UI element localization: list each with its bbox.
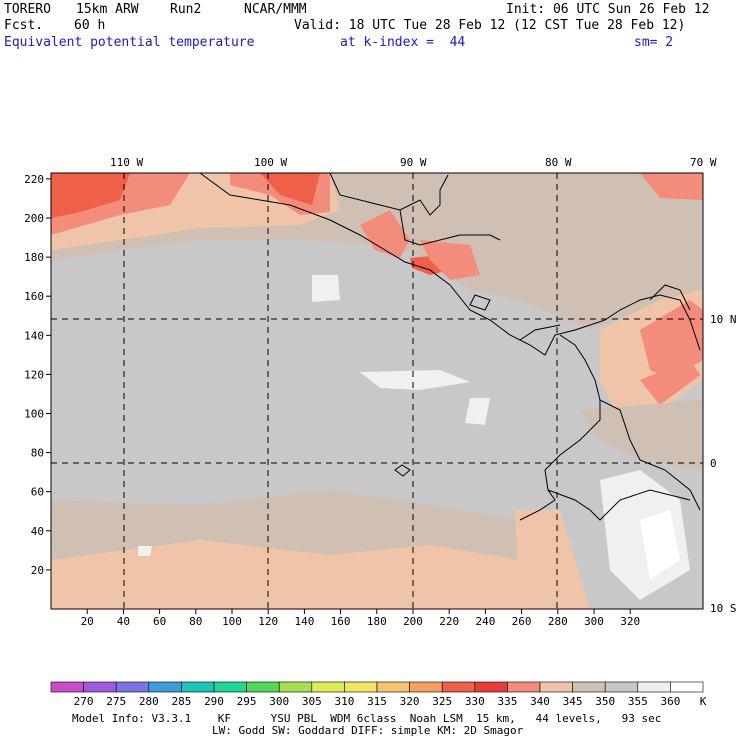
organization: NCAR/MMM — [244, 2, 307, 17]
color-legend-label: 315 — [367, 695, 387, 708]
x-tick-label: 260 — [512, 615, 532, 628]
color-legend-label: 360 — [660, 695, 680, 708]
color-legend-label: 355 — [628, 695, 648, 708]
color-swatch — [213, 681, 247, 693]
color-swatch — [148, 681, 182, 693]
color-swatch — [604, 681, 639, 693]
lon-label-70w: 70 W — [690, 156, 717, 169]
field-name: Equivalent potential temperature — [4, 35, 255, 50]
color-swatch — [83, 681, 117, 693]
init-time: Init: 06 UTC Sun 26 Feb 12 — [506, 2, 710, 17]
color-legend-label: 340 — [530, 695, 550, 708]
lon-label-90w: 90 W — [400, 156, 427, 169]
y-tick-label: 200 — [24, 212, 44, 225]
color-legend-label: 290 — [204, 695, 224, 708]
color-legend-label: 335 — [497, 695, 517, 708]
run-label: Run2 — [170, 2, 202, 17]
lon-label-100w: 100 W — [254, 156, 287, 169]
lat-label-10n: 10 N — [710, 313, 737, 326]
x-tick-label: 100 — [222, 615, 242, 628]
physics-info: LW: Godd SW: Goddard DIFF: simple KM: 2D… — [212, 724, 524, 737]
x-tick-label: 80 — [189, 615, 202, 628]
temperature-field — [51, 173, 703, 609]
x-tick-label: 140 — [294, 615, 314, 628]
x-tick-label: 60 — [153, 615, 166, 628]
color-swatch — [311, 681, 345, 693]
x-tick-label: 40 — [117, 615, 130, 628]
y-axis-ticks — [46, 178, 51, 571]
color-swatch — [474, 681, 508, 693]
y-tick-label: 80 — [31, 447, 44, 460]
color-legend-labels: 270 275 280 285 290 295 300 305 310 315 320 325 330 3… — [74, 695, 681, 708]
color-swatch — [344, 681, 378, 693]
color-legend-unit: K — [700, 695, 707, 708]
graticule — [51, 173, 703, 609]
color-legend-label: 320 — [400, 695, 420, 708]
color-legend-label: 300 — [269, 695, 289, 708]
y-tick-label: 100 — [24, 408, 44, 421]
y-tick-label: 140 — [24, 329, 44, 342]
color-legend-label: 280 — [139, 695, 159, 708]
color-swatch — [409, 681, 443, 693]
color-swatch — [572, 681, 606, 693]
y-tick-label: 180 — [24, 251, 44, 264]
y-tick-label: 20 — [31, 564, 44, 577]
color-swatch — [637, 681, 671, 693]
color-swatch — [539, 681, 573, 693]
x-axis-labels: 20 40 60 80 100 120 140 160 180 200 220 240 260 280 30… — [81, 615, 641, 628]
forecast-label: Fcst. — [4, 18, 44, 33]
y-tick-label: 120 — [24, 368, 44, 381]
x-tick-label: 300 — [584, 615, 604, 628]
color-swatch — [376, 681, 410, 693]
model-resolution: 15km ARW — [76, 2, 139, 17]
color-swatch — [507, 681, 541, 693]
color-legend-label: 270 — [74, 695, 94, 708]
y-axis-labels: 20 40 60 80 100 120 140 160 180 200 220 — [24, 173, 44, 577]
color-legend-label: 330 — [465, 695, 485, 708]
x-tick-label: 220 — [439, 615, 459, 628]
model-name: TORERO — [4, 2, 51, 17]
color-legend-label: 345 — [563, 695, 583, 708]
forecast-hours: 60 h — [74, 18, 106, 33]
color-swatch — [115, 681, 150, 693]
model-info: Model Info: V3.3.1 KF YSU PBL WDM 6class… — [72, 712, 662, 725]
smoothing-value: sm= 2 — [634, 35, 674, 50]
x-tick-label: 160 — [331, 615, 351, 628]
lon-label-80w: 80 W — [545, 156, 572, 169]
color-legend-label: 275 — [106, 695, 126, 708]
color-swatch — [441, 681, 476, 693]
color-legend-label: 305 — [302, 695, 322, 708]
y-tick-label: 220 — [24, 173, 44, 186]
x-tick-label: 240 — [475, 615, 495, 628]
lat-label-10s: 10 S — [710, 602, 737, 615]
color-swatch — [181, 681, 215, 693]
level-index: at k-index = 44 — [340, 35, 466, 50]
color-swatch — [670, 681, 704, 693]
y-tick-label: 40 — [31, 525, 44, 538]
color-swatch — [50, 681, 84, 693]
color-swatch — [278, 681, 313, 693]
lat-label-0: 0 — [710, 457, 717, 470]
x-tick-label: 320 — [620, 615, 640, 628]
x-axis-ticks — [86, 609, 631, 614]
color-swatch — [246, 681, 280, 693]
color-legend-label: 285 — [171, 695, 191, 708]
x-tick-label: 200 — [403, 615, 423, 628]
x-tick-label: 180 — [367, 615, 387, 628]
x-tick-label: 20 — [81, 615, 94, 628]
x-tick-label: 280 — [548, 615, 568, 628]
lon-label-110w: 110 W — [110, 156, 143, 169]
x-tick-label: 120 — [258, 615, 278, 628]
y-tick-label: 160 — [24, 290, 44, 303]
color-legend-label: 310 — [334, 695, 354, 708]
valid-time: Valid: 18 UTC Tue 28 Feb 12 (12 CST Tue … — [294, 18, 686, 33]
color-legend — [50, 681, 704, 693]
y-tick-label: 60 — [31, 486, 44, 499]
color-legend-label: 295 — [237, 695, 257, 708]
color-legend-label: 325 — [432, 695, 452, 708]
color-legend-label: 350 — [595, 695, 615, 708]
